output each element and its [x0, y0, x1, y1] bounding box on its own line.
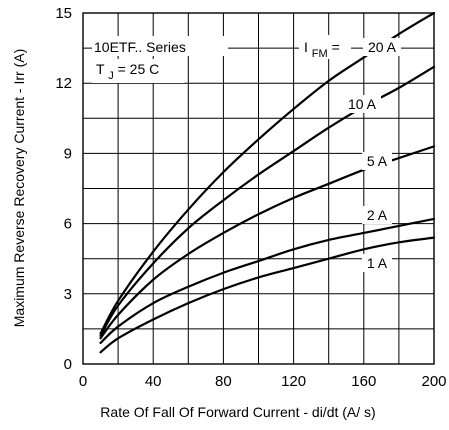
curve-label-background: [362, 254, 392, 272]
curve-label-background: [343, 95, 381, 113]
curve-label-5-a: 5 A: [367, 153, 388, 169]
curve-10-a: [99, 65, 436, 338]
tj-subscript: J: [108, 70, 114, 82]
curve-label-20-a: 20 A: [368, 39, 397, 55]
ifm-prefix: I: [304, 39, 308, 55]
ifm-suffix: =: [332, 39, 340, 55]
tj-prefix: T: [96, 61, 105, 77]
x-tick-label: 80: [215, 373, 232, 390]
y-tick-label: 0: [64, 356, 72, 373]
chart-annotations: 10ETF.. Series T J = 25 C I FM =: [92, 35, 351, 83]
curve-label-2-a: 2 A: [367, 207, 388, 223]
ifm-prefix-background: [299, 35, 351, 59]
y-tick-label: 15: [55, 5, 72, 22]
junction-temperature-background: [92, 59, 184, 83]
x-tick-label: 0: [79, 373, 87, 390]
curve-5-a: [99, 145, 436, 340]
curve-label-10-a: 10 A: [348, 96, 377, 112]
curve-label-1-a: 1 A: [367, 255, 388, 271]
x-tick-label: 120: [281, 373, 306, 390]
y-tick-label: 12: [55, 75, 72, 92]
x-tick-label: 200: [421, 373, 446, 390]
x-tick-label: 40: [145, 373, 162, 390]
curve-labels: 20 A 10 A 5 A 2 A 1 A: [343, 38, 401, 272]
ifm-subscript: FM: [312, 48, 328, 60]
tj-value: = 25 C: [118, 61, 160, 77]
x-tick-label: 160: [351, 373, 376, 390]
tick-labels: 0 40 80 120 160 200 0 3 6 9 12 15: [55, 5, 446, 390]
curve-label-background: [363, 38, 401, 56]
curve-label-background: [362, 206, 392, 224]
plot-frame: [82, 12, 435, 365]
curve-1-a: [99, 236, 436, 354]
y-tick-label: 6: [64, 216, 72, 233]
x-axis-label: Rate Of Fall Of Forward Current - di/dt …: [100, 404, 375, 420]
ifm-annotation: I FM =: [304, 39, 340, 60]
y-tick-label: 9: [64, 145, 72, 162]
junction-temperature-annotation: T J = 25 C: [96, 61, 159, 82]
series-name-annotation: 10ETF.. Series: [94, 39, 186, 55]
y-axis-label: Maximum Reverse Recovery Current - Irr (…: [11, 49, 27, 328]
curve-2-a: [99, 217, 436, 345]
series-name-background: [92, 36, 228, 56]
y-tick-label: 3: [64, 286, 72, 303]
curve-label-background: [362, 152, 392, 170]
